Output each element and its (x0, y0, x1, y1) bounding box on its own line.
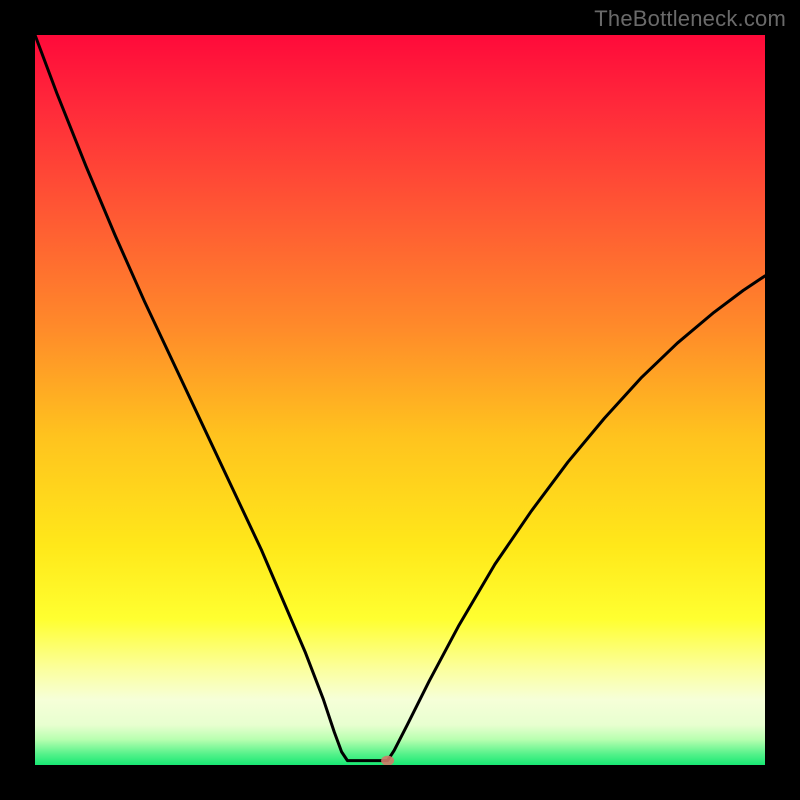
bottleneck-chart-svg (35, 35, 765, 765)
gradient-background (35, 35, 765, 765)
watermark-text: TheBottleneck.com (594, 6, 786, 32)
plot-area (35, 35, 765, 765)
chart-frame: TheBottleneck.com (0, 0, 800, 800)
